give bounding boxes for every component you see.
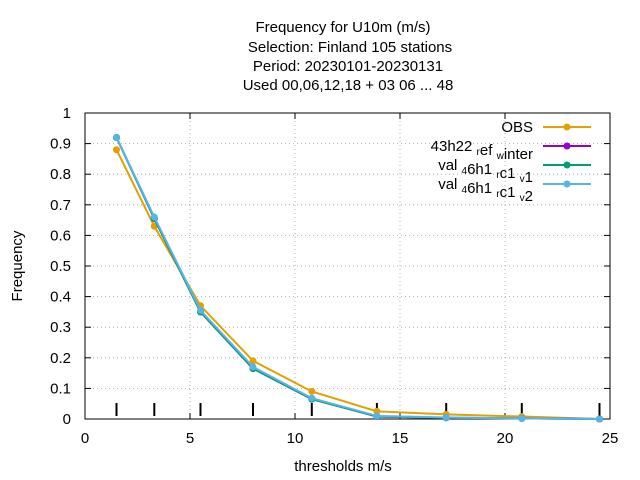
x-axis-label: thresholds m/s [294, 458, 392, 475]
title-line-1: Frequency for U10m (m/s) [255, 19, 430, 36]
data-point-3 [197, 306, 204, 314]
legend-label-0: OBS [501, 119, 533, 136]
y-tick-label: 0.2 [50, 350, 71, 367]
legend-label-2: val 46h1 rc1 v1 [438, 157, 533, 186]
y-tick-label: 0.8 [50, 166, 71, 183]
data-point-3 [249, 363, 257, 371]
y-tick-label: 0.7 [50, 197, 71, 214]
legend-marker-2 [563, 161, 571, 169]
data-point-3 [596, 415, 603, 423]
legend-marker-0 [563, 123, 571, 131]
series-lines [113, 133, 603, 423]
data-point-0 [308, 387, 316, 395]
legend-marker-3 [563, 180, 571, 188]
legend-marker-1 [563, 142, 571, 150]
y-tick-label: 1 [63, 105, 71, 122]
y-tick-label: 0.6 [50, 227, 71, 244]
y-tick-label: 0.1 [50, 380, 71, 397]
x-tick-label: 15 [392, 430, 409, 447]
x-tick-label: 10 [287, 430, 304, 447]
data-point-3 [113, 133, 120, 141]
x-tick-label: 5 [186, 430, 194, 447]
title-line-3: Period: 20230101-20230131 [253, 58, 443, 75]
x-tick-label: 20 [497, 430, 514, 447]
legend-label-3: val 46h1 rc1 v2 [438, 176, 533, 205]
y-tick-label: 0 [63, 411, 71, 428]
tick-labels: 0 5 10 15 20 25 0 0.1 0.2 0.3 0.4 0.5 0.6 0.7 0.8 0.9 1 [50, 105, 618, 447]
y-axis-label: Frequency [9, 230, 26, 301]
grid-lines [85, 113, 610, 419]
chart-title: Frequency for U10m (m/s) Selection: Finl… [243, 19, 454, 94]
data-point-3 [150, 213, 158, 221]
data-point-0 [249, 357, 257, 365]
title-line-4: Used 00,06,12,18 + 03 06 ... 48 [243, 77, 454, 94]
data-point-3 [442, 413, 450, 421]
title-line-2: Selection: Finland 105 stations [248, 39, 452, 56]
y-tick-label: 0.5 [50, 258, 71, 275]
data-point-0 [150, 222, 158, 230]
data-point-3 [308, 394, 316, 402]
data-point-3 [518, 414, 526, 422]
x-tick-label: 0 [81, 430, 89, 447]
legend-label-1: 43h22 ref winter [431, 138, 533, 163]
y-tick-label: 0.3 [50, 319, 71, 336]
data-point-3 [373, 412, 381, 420]
x-tick-label: 25 [602, 430, 619, 447]
y-tick-label: 0.9 [50, 136, 71, 153]
y-tick-label: 0.4 [50, 289, 71, 306]
data-point-0 [113, 146, 120, 154]
